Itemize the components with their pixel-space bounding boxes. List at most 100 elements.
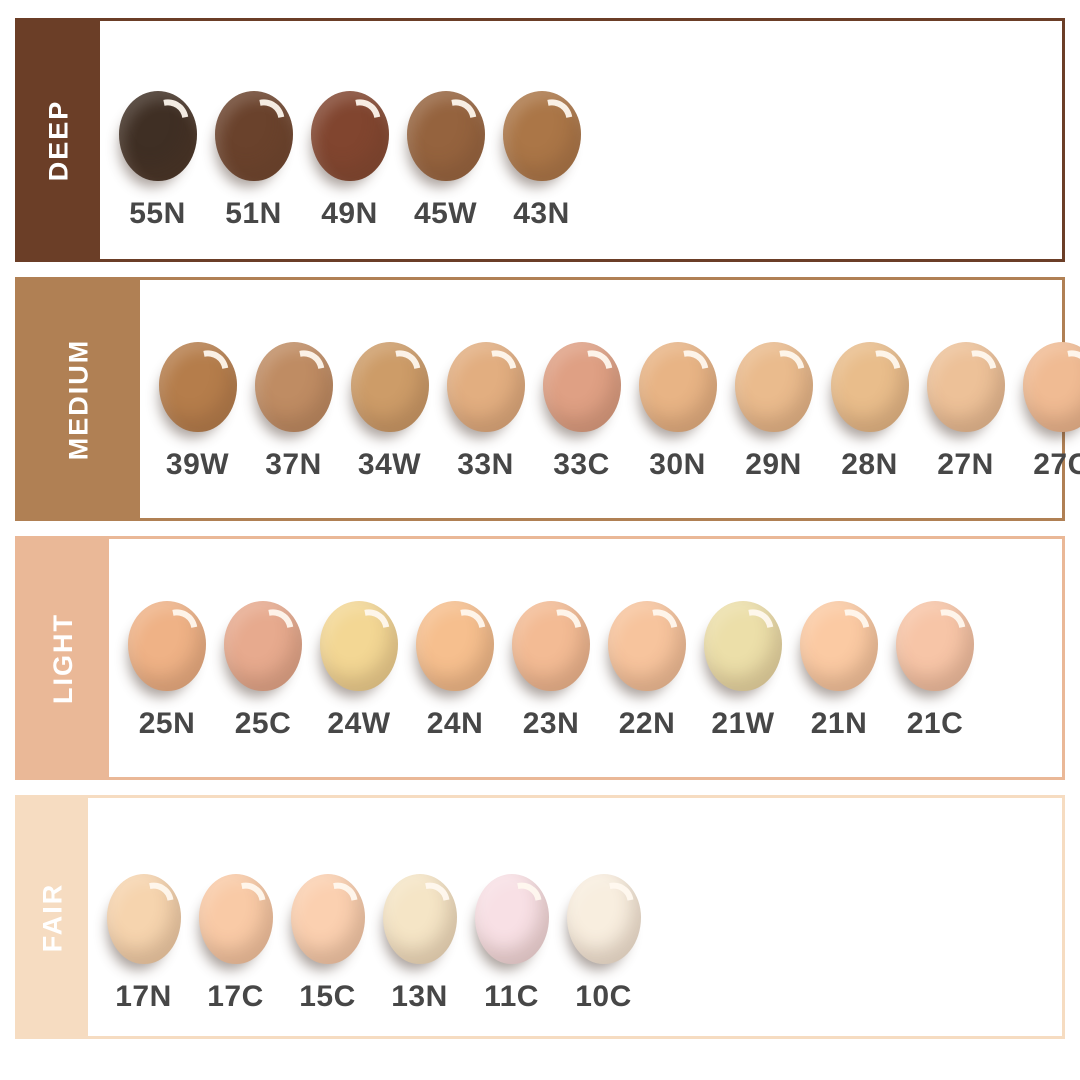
shade-code: 39W	[165, 448, 230, 481]
shade-code: 13N	[391, 980, 448, 1013]
swatch-drop-24n	[416, 601, 494, 691]
shade-cell-25n: 25N	[128, 601, 206, 741]
swatch-drop-24w	[320, 601, 398, 691]
shade-code: 15C	[299, 980, 356, 1013]
shade-code: 10C	[575, 980, 632, 1013]
swatch-drop-34w	[350, 342, 429, 432]
shade-code: 21N	[810, 707, 868, 740]
shade-cell-29n: 29N	[734, 342, 813, 482]
shade-code: 29N	[745, 448, 802, 481]
shade-cell-45w: 45W	[406, 91, 485, 231]
shade-cell-17n: 17N	[106, 874, 181, 1014]
shade-row-medium: MEDIUM 39W 37N 34W 33N 33C 30N 29N 28N 27N 27C	[15, 277, 1080, 521]
shade-cell-43n: 43N	[502, 91, 581, 231]
swatch-drop-30n	[638, 342, 717, 432]
swatch-drop-33c	[542, 342, 621, 432]
shade-cell-25c: 25C	[224, 601, 302, 741]
shade-cell-27n: 27N	[926, 342, 1005, 482]
swatch-drop-29n	[734, 342, 813, 432]
swatch-drop-11c	[474, 874, 549, 964]
shade-code: 34W	[357, 448, 422, 481]
category-sidebar-medium: MEDIUM	[18, 280, 140, 518]
category-sidebar-fair: FAIR	[18, 798, 88, 1036]
shade-code: 33C	[553, 448, 610, 481]
shade-cell-11c: 11C	[474, 874, 549, 1014]
shade-cell-15c: 15C	[290, 874, 365, 1014]
shade-cell-13n: 13N	[382, 874, 457, 1014]
shade-code: 27C	[1033, 448, 1080, 481]
shade-cell-55n: 55N	[118, 91, 197, 231]
swatch-drop-13n	[382, 874, 457, 964]
shade-code: 23N	[522, 707, 580, 740]
shade-code: 55N	[129, 197, 186, 230]
swatch-drop-15c	[290, 874, 365, 964]
category-sidebar-light: LIGHT	[18, 539, 109, 777]
shade-cell-30n: 30N	[638, 342, 717, 482]
shade-row-deep: DEEP 55N 51N 49N 45W 43N	[15, 18, 1065, 262]
shade-cell-33c: 33C	[542, 342, 621, 482]
shade-code: 24N	[426, 707, 484, 740]
shade-cell-22n: 22N	[608, 601, 686, 741]
shade-cell-21n: 21N	[800, 601, 878, 741]
shade-code: 51N	[225, 197, 282, 230]
shade-cell-28n: 28N	[830, 342, 909, 482]
shade-cell-10c: 10C	[566, 874, 641, 1014]
shade-cell-49n: 49N	[310, 91, 389, 231]
shade-cell-21w: 21W	[704, 601, 782, 741]
swatch-drop-28n	[830, 342, 909, 432]
category-label: DEEP	[43, 99, 74, 181]
swatch-strip: 39W 37N 34W 33N 33C 30N 29N 28N 27N 27C	[140, 280, 1080, 518]
shade-cell-24w: 24W	[320, 601, 398, 741]
swatch-drop-39w	[158, 342, 237, 432]
shade-cell-39w: 39W	[158, 342, 237, 482]
shade-cell-33n: 33N	[446, 342, 525, 482]
category-label: MEDIUM	[63, 338, 94, 460]
shade-row-fair: FAIR 17N 17C 15C 13N 11C 10C	[15, 795, 1065, 1039]
shade-code: 33N	[457, 448, 514, 481]
shade-code: 45W	[413, 197, 478, 230]
shade-code: 17C	[207, 980, 264, 1013]
shade-code: 27N	[937, 448, 994, 481]
swatch-drop-27c	[1022, 342, 1080, 432]
swatch-drop-55n	[118, 91, 197, 181]
shade-code: 21W	[711, 707, 775, 740]
shade-code: 25N	[138, 707, 196, 740]
shade-code: 49N	[321, 197, 378, 230]
shade-code: 30N	[649, 448, 706, 481]
category-label: LIGHT	[48, 612, 78, 704]
category-sidebar-deep: DEEP	[18, 21, 100, 259]
swatch-strip: 17N 17C 15C 13N 11C 10C	[88, 798, 641, 1036]
swatch-strip: 55N 51N 49N 45W 43N	[100, 21, 581, 259]
shade-cell-51n: 51N	[214, 91, 293, 231]
shade-cell-17c: 17C	[198, 874, 273, 1014]
swatch-drop-17c	[198, 874, 273, 964]
swatch-drop-21n	[800, 601, 878, 691]
shade-cell-21c: 21C	[896, 601, 974, 741]
swatch-strip: 25N 25C 24W 24N 23N 22N 21W 21N 21C	[109, 539, 974, 777]
swatch-drop-37n	[254, 342, 333, 432]
shade-code: 43N	[513, 197, 570, 230]
swatch-drop-43n	[502, 91, 581, 181]
shade-code: 28N	[841, 448, 898, 481]
shade-row-light: LIGHT 25N 25C 24W 24N 23N 22N 21W 21N 21C	[15, 536, 1065, 780]
shade-code: 11C	[484, 980, 539, 1013]
shade-cell-23n: 23N	[512, 601, 590, 741]
swatch-drop-21c	[896, 601, 974, 691]
shade-code: 25C	[234, 707, 292, 740]
swatch-drop-25c	[224, 601, 302, 691]
shade-code: 21C	[906, 707, 964, 740]
swatch-drop-49n	[310, 91, 389, 181]
shade-cell-37n: 37N	[254, 342, 333, 482]
shade-cell-34w: 34W	[350, 342, 429, 482]
shade-code: 17N	[115, 980, 172, 1013]
swatch-drop-25n	[128, 601, 206, 691]
shade-code: 37N	[265, 448, 322, 481]
swatch-drop-22n	[608, 601, 686, 691]
swatch-drop-17n	[106, 874, 181, 964]
shade-code: 22N	[618, 707, 676, 740]
shade-code: 24W	[327, 707, 391, 740]
swatch-drop-23n	[512, 601, 590, 691]
swatch-drop-21w	[704, 601, 782, 691]
swatch-drop-27n	[926, 342, 1005, 432]
